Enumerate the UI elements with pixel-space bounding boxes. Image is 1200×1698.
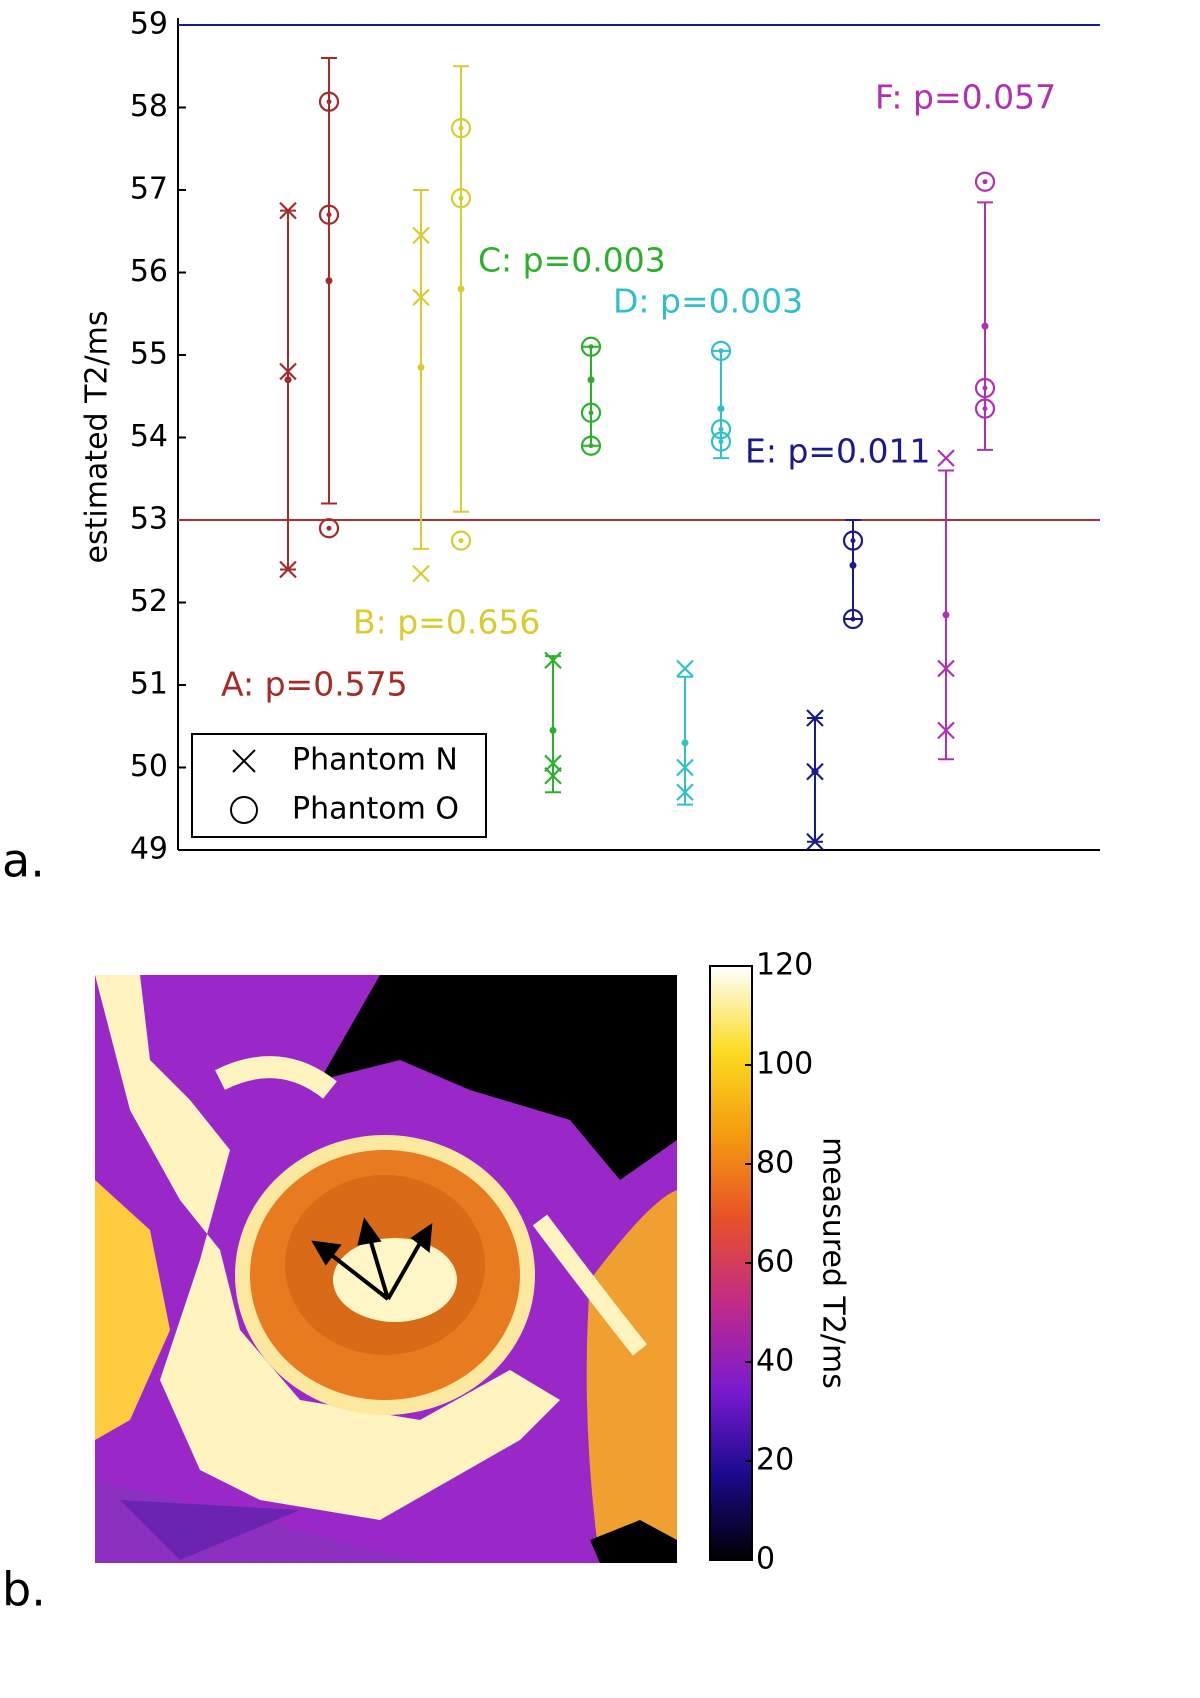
y-axis-label: estimated T2/ms — [80, 311, 115, 564]
x-marker — [806, 832, 824, 851]
circle-marker-dot — [718, 426, 724, 432]
circle-marker — [710, 419, 732, 440]
mean-point — [457, 285, 465, 293]
circle-marker — [318, 518, 340, 539]
y-tick-label: 54 — [130, 419, 168, 454]
y-tick-label: 53 — [130, 502, 168, 537]
circle-marker-dot — [588, 443, 594, 449]
x-marker — [676, 783, 694, 802]
x-marker — [279, 560, 297, 579]
colorbar-tick-label: 20 — [756, 1443, 794, 1478]
mean-point — [549, 726, 557, 734]
circle-marker — [842, 608, 864, 630]
circle-marker — [450, 188, 472, 209]
y-tick-label: 56 — [130, 254, 168, 289]
x-marker — [544, 754, 562, 773]
x-marker — [279, 201, 297, 220]
x-marker — [544, 766, 562, 785]
y-tick-label: 52 — [130, 584, 168, 619]
x-marker — [279, 362, 297, 381]
colorbar-tick-label: 100 — [756, 1047, 813, 1082]
colorbar-label: measured T2/ms — [816, 1137, 851, 1389]
circle-marker — [580, 336, 602, 357]
circle-marker — [974, 171, 996, 192]
annotation: D: p=0.003 — [613, 282, 803, 321]
y-tick-label: 51 — [130, 667, 168, 702]
mean-point — [717, 405, 725, 413]
x-marker — [806, 709, 824, 727]
x-marker — [412, 226, 430, 245]
circle-marker-dot — [982, 406, 988, 412]
circle-marker — [318, 91, 340, 112]
circle-marker — [450, 530, 472, 551]
x-marker — [412, 288, 430, 307]
annotation: C: p=0.003 — [478, 241, 666, 280]
mean-point — [942, 611, 950, 619]
circle-marker — [580, 402, 602, 423]
circle-marker-dot — [850, 538, 856, 544]
circle-marker-dot — [458, 538, 464, 544]
annotation: B: p=0.656 — [353, 603, 540, 642]
circle-marker — [842, 530, 864, 551]
circle-marker — [710, 431, 732, 452]
circle-marker-dot — [458, 125, 464, 131]
x-marker — [544, 651, 562, 670]
y-tick-label: 57 — [130, 172, 168, 207]
circle-marker-dot — [588, 344, 594, 350]
x-marker — [806, 762, 824, 781]
circle-marker-dot — [326, 525, 332, 531]
circle-marker-dot — [588, 410, 594, 416]
mean-point — [849, 561, 857, 569]
x-marker — [676, 758, 694, 777]
circle-marker-dot — [982, 385, 988, 391]
x-marker — [937, 659, 955, 678]
t2-map-image — [95, 975, 677, 1563]
circle-marker-dot — [458, 195, 464, 201]
y-tick-label: 55 — [130, 337, 168, 372]
annotation: A: p=0.575 — [221, 665, 408, 704]
x-marker — [937, 721, 955, 740]
circle-marker-dot — [718, 348, 724, 354]
panel-label: a. — [2, 834, 45, 888]
circle-marker — [318, 204, 340, 225]
circle-marker-dot — [850, 616, 856, 622]
colorbar-tick-label: 120 — [756, 948, 813, 983]
circle-marker — [710, 340, 732, 361]
legend-marker — [232, 749, 256, 773]
circle-marker — [974, 377, 996, 399]
x-marker — [937, 449, 955, 467]
mean-point — [284, 376, 292, 384]
colorbar-tick-label: 80 — [756, 1146, 794, 1181]
legend-label: Phantom O — [292, 792, 459, 827]
circle-marker — [580, 435, 602, 456]
mean-point — [981, 322, 989, 330]
circle-marker — [450, 118, 472, 139]
legend-label: Phantom N — [292, 743, 458, 778]
circle-marker — [974, 398, 996, 419]
panel-label: b. — [2, 1563, 46, 1617]
annotation: F: p=0.057 — [875, 78, 1056, 117]
x-marker — [412, 564, 430, 583]
mean-point — [417, 363, 425, 371]
y-tick-label: 59 — [130, 7, 168, 42]
circle-marker-dot — [982, 179, 988, 185]
colorbar-tick-label: 0 — [756, 1542, 775, 1577]
y-tick-label: 58 — [130, 89, 168, 124]
colorbar-tick-label: 40 — [756, 1344, 794, 1379]
y-tick-label: 49 — [130, 832, 168, 867]
circle-marker-dot — [326, 99, 332, 105]
mean-point — [325, 277, 333, 285]
circle-marker-dot — [718, 439, 724, 445]
mean-point — [587, 376, 595, 384]
colorbar-tick-label: 60 — [756, 1245, 794, 1280]
mean-point — [681, 739, 689, 747]
legend-marker — [230, 796, 258, 824]
annotation: E: p=0.011 — [745, 432, 931, 471]
legend-box — [191, 733, 487, 838]
x-marker — [676, 659, 694, 678]
circle-marker-dot — [326, 212, 332, 218]
y-tick-label: 50 — [130, 749, 168, 784]
